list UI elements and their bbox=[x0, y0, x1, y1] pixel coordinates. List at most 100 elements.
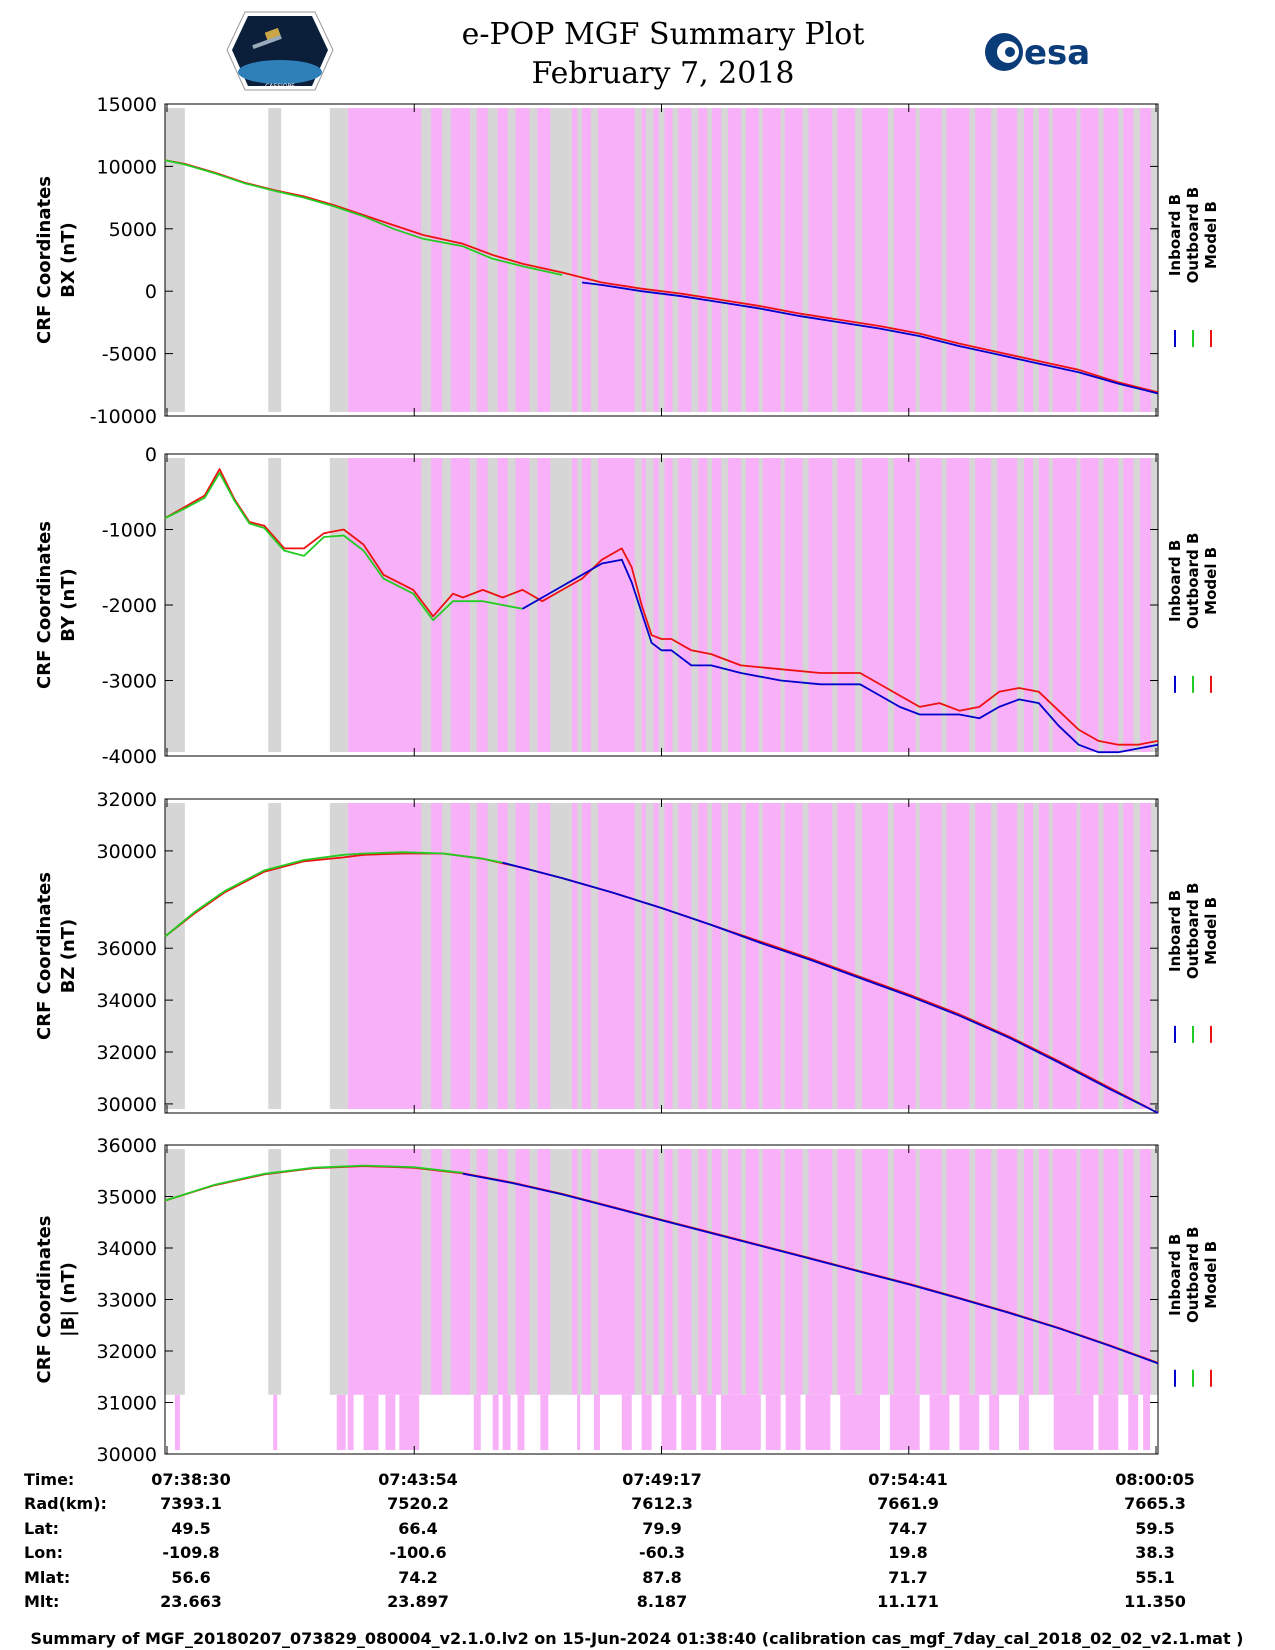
ephemeris-value: 23.897 bbox=[387, 1592, 449, 1611]
strip-band bbox=[889, 1394, 920, 1450]
strip-band bbox=[336, 1394, 346, 1450]
gap-band bbox=[740, 108, 746, 412]
ephemeris-value: 7393.1 bbox=[160, 1494, 222, 1513]
strip-band bbox=[1143, 1394, 1151, 1450]
gap-band bbox=[969, 108, 976, 412]
legend-label: Model B bbox=[1202, 1241, 1220, 1309]
strip-band bbox=[765, 1394, 781, 1450]
series-line-model-b bbox=[164, 468, 1159, 746]
gap-band bbox=[421, 1149, 432, 1450]
ephemeris-value: 07:38:30 bbox=[151, 1470, 231, 1489]
series-line-inboard-b bbox=[581, 281, 1159, 395]
gap-band bbox=[165, 108, 185, 412]
ephemeris-value: 07:49:17 bbox=[622, 1470, 702, 1489]
legend-label: Outboard B bbox=[1184, 187, 1202, 284]
strip-band bbox=[621, 1394, 632, 1450]
gap-band bbox=[887, 108, 894, 412]
gap-band bbox=[165, 803, 185, 1109]
gap-band bbox=[991, 108, 998, 412]
gap-band bbox=[1048, 108, 1053, 412]
strip-band bbox=[959, 1394, 980, 1450]
ephemeris-row-label: Time: bbox=[24, 1470, 74, 1489]
strip-band bbox=[681, 1394, 697, 1450]
gap-band bbox=[691, 1149, 699, 1450]
ephemeris-value: 7661.9 bbox=[877, 1494, 939, 1513]
gap-band bbox=[740, 1149, 746, 1450]
gap-band bbox=[1098, 108, 1104, 412]
strip-band bbox=[641, 1394, 652, 1450]
gap-band bbox=[268, 458, 282, 752]
gap-band bbox=[1076, 1149, 1081, 1450]
strip-band bbox=[1098, 1394, 1119, 1450]
gap-band bbox=[758, 108, 763, 412]
y-tick-label: 35000 bbox=[97, 1187, 157, 1209]
gap-band bbox=[832, 803, 838, 1109]
strip-band bbox=[593, 1394, 600, 1450]
strip-band bbox=[1053, 1394, 1094, 1450]
gap-band bbox=[442, 1149, 451, 1450]
gap-band bbox=[507, 458, 516, 752]
gap-band bbox=[969, 458, 976, 752]
ephemeris-value: 7520.2 bbox=[387, 1494, 449, 1513]
gap-band bbox=[941, 803, 947, 1109]
gap-band bbox=[268, 1149, 282, 1450]
gap-band bbox=[1016, 1149, 1024, 1450]
y-tick-label: 5000 bbox=[109, 219, 157, 241]
gap-band bbox=[329, 803, 348, 1109]
strip-band bbox=[1018, 1394, 1029, 1450]
y-tick-label: 30000 bbox=[97, 1094, 157, 1116]
strip-band bbox=[1128, 1394, 1139, 1450]
gap-band bbox=[329, 1149, 348, 1450]
gap-band bbox=[1076, 803, 1081, 1109]
gap-band bbox=[887, 458, 894, 752]
ephemeris-value: 7665.3 bbox=[1124, 1494, 1186, 1513]
y-tick-label: -4000 bbox=[102, 746, 157, 768]
series-line-outboard-b bbox=[164, 1164, 464, 1202]
gap-band bbox=[165, 458, 185, 752]
gap-band bbox=[634, 458, 642, 752]
ephemeris-value: 7612.3 bbox=[631, 1494, 693, 1513]
strip-band bbox=[785, 1394, 801, 1450]
y-tick-label: -3000 bbox=[102, 671, 157, 693]
series-line-outboard-b bbox=[164, 472, 523, 621]
gap-band bbox=[507, 803, 516, 1109]
ephemeris-value: -100.6 bbox=[389, 1543, 446, 1562]
strip-band bbox=[473, 1394, 481, 1450]
esa-logo-text: esa bbox=[1024, 33, 1090, 73]
gap-band bbox=[529, 458, 538, 752]
strip-band bbox=[363, 1394, 379, 1450]
strip-band bbox=[540, 1394, 549, 1450]
esa-logo: esa bbox=[985, 33, 1090, 73]
gap-band bbox=[969, 803, 976, 1109]
gap-band bbox=[645, 108, 654, 412]
y-tick-label: 15000 bbox=[97, 94, 157, 116]
gap-band bbox=[740, 458, 746, 752]
gap-band bbox=[740, 803, 746, 1109]
gap-band bbox=[915, 1149, 920, 1450]
ephemeris-row-label: Rad(km): bbox=[24, 1494, 107, 1513]
gap-band bbox=[991, 1149, 998, 1450]
gap-band bbox=[268, 108, 282, 412]
gap-band bbox=[469, 458, 477, 752]
ephemeris-value: 38.3 bbox=[1135, 1543, 1174, 1562]
gap-band bbox=[915, 458, 920, 752]
gap-band bbox=[1016, 803, 1024, 1109]
ephemeris-value: 59.5 bbox=[1135, 1519, 1174, 1538]
gap-band bbox=[529, 1149, 538, 1450]
y-tick-label: 30000 bbox=[97, 1444, 157, 1466]
gap-band bbox=[780, 1149, 785, 1450]
gap-band bbox=[802, 1149, 809, 1450]
gap-band bbox=[1048, 803, 1053, 1109]
ephemeris-row-label: Mlt: bbox=[24, 1592, 59, 1611]
gap-band bbox=[721, 803, 729, 1109]
ephemeris-value: -109.8 bbox=[162, 1543, 219, 1562]
gap-band bbox=[487, 458, 498, 752]
gap-band bbox=[855, 1149, 863, 1450]
strip-band bbox=[385, 1394, 396, 1450]
gap-band bbox=[991, 458, 998, 752]
y-tick-label: -10000 bbox=[90, 406, 157, 428]
y-axis-label: CRF Coordinates BX (nT) bbox=[34, 176, 79, 344]
ephemeris-value: 87.8 bbox=[642, 1568, 681, 1587]
gap-band bbox=[802, 458, 809, 752]
